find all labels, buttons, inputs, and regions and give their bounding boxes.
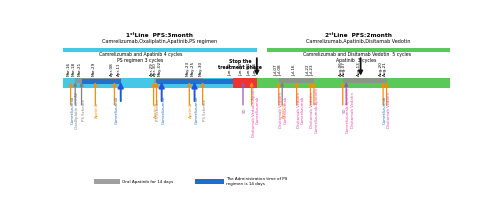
Bar	[62, 48, 257, 52]
Text: Disitamab Vedotin
Camrelizumab: Disitamab Vedotin Camrelizumab	[278, 92, 287, 128]
Text: Stop the
treatment phase: Stop the treatment phase	[218, 59, 262, 70]
Text: Aug-06: Aug-06	[338, 61, 342, 76]
Text: Mar-16: Mar-16	[66, 62, 70, 76]
Text: SD: SD	[342, 107, 346, 113]
Text: Camrelizumab: Camrelizumab	[114, 96, 118, 124]
Bar	[94, 179, 120, 184]
Text: Jul-22: Jul-22	[306, 65, 310, 76]
Text: Camrelizumab and Apatinib 4 cycles
PS regimen 3 cycles: Camrelizumab and Apatinib 4 cycles PS re…	[98, 52, 182, 63]
Text: 2ˢᵗLine  PFS:2month: 2ˢᵗLine PFS:2month	[325, 33, 392, 38]
Text: Aug-20: Aug-20	[379, 61, 383, 76]
Text: Camrelizumab,Oxaliplatin,Apatinib,PS regimen: Camrelizumab,Oxaliplatin,Apatinib,PS reg…	[102, 39, 217, 44]
Text: Camrelizumab: Camrelizumab	[383, 96, 387, 124]
Text: May-02: May-02	[158, 61, 162, 76]
Text: Apatinib: Apatinib	[96, 102, 100, 118]
Text: Aug-21: Aug-21	[382, 61, 386, 76]
Text: Camrelizumab: Camrelizumab	[162, 96, 166, 124]
Text: PS Scheme: PS Scheme	[82, 99, 86, 121]
Text: May-25: May-25	[190, 61, 194, 76]
Text: Jun-26: Jun-26	[253, 63, 257, 76]
Text: May-30: May-30	[198, 61, 202, 76]
Text: Apatinib: Apatinib	[154, 102, 158, 118]
Text: Apr-30: Apr-30	[152, 62, 156, 76]
Bar	[278, 78, 314, 83]
Bar	[194, 79, 232, 84]
Text: Apr-29: Apr-29	[150, 62, 154, 76]
Text: SD: SD	[243, 107, 247, 113]
Text: Jul-08: Jul-08	[278, 65, 282, 76]
Text: Aug-07: Aug-07	[342, 61, 346, 76]
Text: Apatinib: Apatinib	[190, 102, 194, 118]
Text: Apr-11: Apr-11	[116, 63, 120, 76]
Text: The Administration time of PS
regimen is 14 days: The Administration time of PS regimen is…	[226, 177, 287, 186]
Text: Jul-16: Jul-16	[292, 65, 296, 76]
Text: Camrelizumab,Apatinib
Disitamab Vedotin: Camrelizumab,Apatinib Disitamab Vedotin	[346, 87, 355, 133]
Text: Mar-29: Mar-29	[92, 62, 96, 76]
Text: 1ˢᵗLine  PFS:3month: 1ˢᵗLine PFS:3month	[126, 33, 193, 38]
Bar	[62, 78, 257, 88]
Text: Oxalliplatin and AE: Oxalliplatin and AE	[75, 91, 79, 129]
Bar	[156, 79, 194, 84]
Text: Disitamab Vedotin
Camrelizumab: Disitamab Vedotin Camrelizumab	[296, 92, 305, 128]
Text: Mar-21: Mar-21	[78, 62, 82, 76]
Text: Camrelizumab,Apatinib,Disitamab Vedotin: Camrelizumab,Apatinib,Disitamab Vedotin	[306, 39, 410, 44]
Text: PS Scheme: PS Scheme	[156, 99, 160, 121]
Bar	[257, 78, 450, 88]
Bar	[342, 78, 386, 83]
Text: Apr-08: Apr-08	[110, 62, 114, 76]
Text: Jun-20: Jun-20	[239, 63, 243, 76]
Text: Jun-15: Jun-15	[228, 63, 232, 76]
Text: Camrelizumab and Disitamab Vedotin  5 cycles
Apatinib  3 cycles: Camrelizumab and Disitamab Vedotin 5 cyc…	[302, 52, 410, 63]
Bar	[232, 78, 257, 88]
Text: Camrelizumab: Camrelizumab	[194, 96, 198, 124]
Text: PS Scheme: PS Scheme	[202, 99, 206, 121]
Text: Disitamab Vedotin: Disitamab Vedotin	[386, 92, 390, 128]
Bar	[154, 78, 202, 83]
Bar	[82, 79, 120, 84]
Text: Mar-18: Mar-18	[71, 62, 75, 76]
Text: May-23: May-23	[186, 61, 190, 76]
Bar	[75, 78, 120, 83]
Text: Jul-23: Jul-23	[310, 65, 314, 76]
Text: Disitamab Vedotin,Apatinib
Camrelizumab: Disitamab Vedotin,Apatinib Camrelizumab	[252, 83, 260, 137]
Text: Camrelizumab: Camrelizumab	[70, 96, 74, 124]
Text: Jul-07: Jul-07	[274, 65, 278, 76]
Bar	[195, 179, 224, 184]
Text: Jun-24: Jun-24	[248, 63, 252, 76]
Text: Disitamab Vedotin
Camrelizumab,Apatinib: Disitamab Vedotin Camrelizumab,Apatinib	[310, 87, 319, 133]
Text: Oral Apatinib for 14 days: Oral Apatinib for 14 days	[122, 180, 173, 184]
Text: Aug-13: Aug-13	[356, 61, 360, 76]
Bar	[267, 48, 450, 52]
Text: Apatinib: Apatinib	[282, 102, 286, 118]
